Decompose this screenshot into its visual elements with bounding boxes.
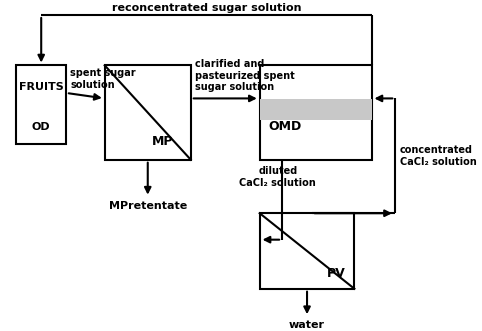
Text: concentrated
CaCl₂ solution: concentrated CaCl₂ solution: [400, 145, 476, 166]
Text: FRUITS: FRUITS: [19, 82, 64, 92]
Bar: [260, 66, 372, 160]
Text: clarified and
pasteurized spent
sugar solution: clarified and pasteurized spent sugar so…: [195, 59, 295, 92]
Bar: [260, 99, 372, 120]
Text: water: water: [289, 320, 325, 330]
Text: PV: PV: [327, 267, 346, 280]
Bar: [260, 213, 354, 289]
Text: OD: OD: [32, 122, 51, 132]
Text: diluted
CaCl₂ solution: diluted CaCl₂ solution: [240, 166, 316, 188]
Text: reconcentrated sugar solution: reconcentrated sugar solution: [112, 4, 301, 14]
Text: spent sugar
solution: spent sugar solution: [70, 68, 136, 90]
Text: OMD: OMD: [268, 120, 302, 133]
Text: MPretentate: MPretentate: [108, 201, 187, 211]
Bar: [16, 66, 66, 144]
Bar: [105, 66, 191, 160]
Text: MP: MP: [152, 135, 174, 148]
